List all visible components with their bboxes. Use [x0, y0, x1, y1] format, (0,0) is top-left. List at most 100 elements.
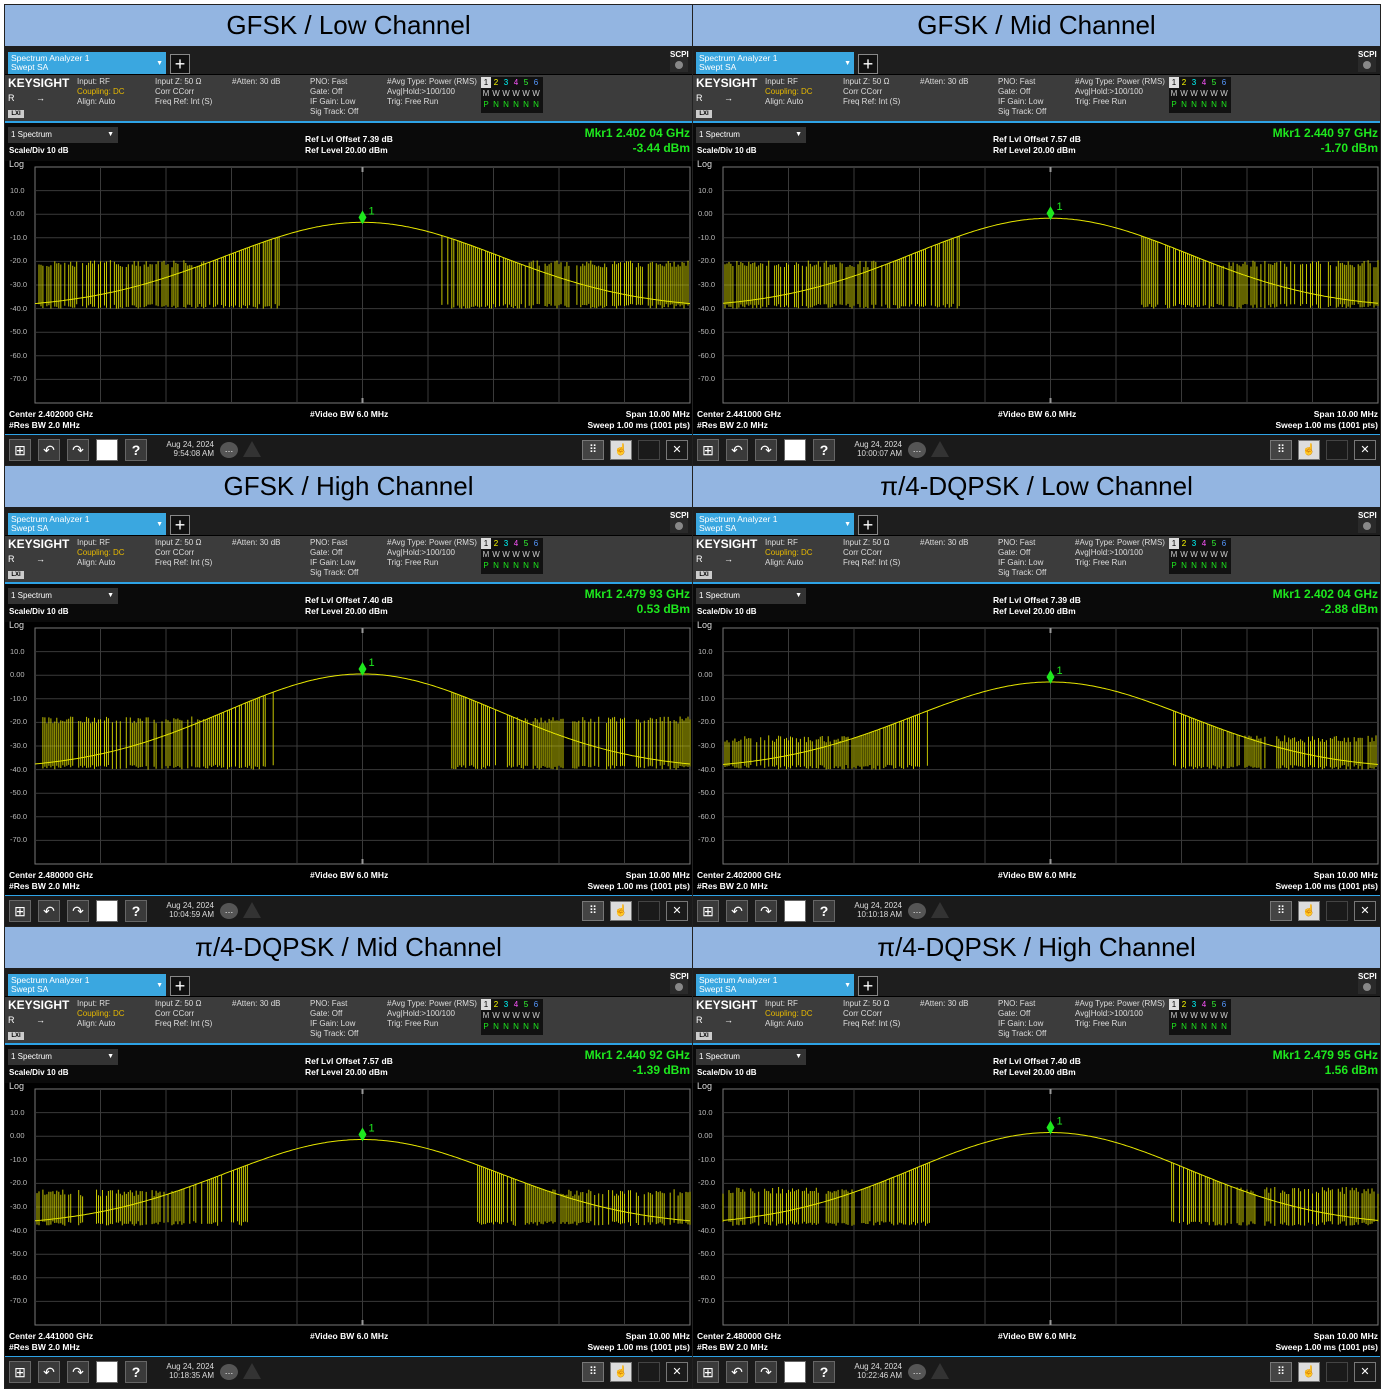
help-icon[interactable]: ? — [813, 1361, 835, 1383]
marker-readout[interactable]: Mkr1 2.479 93 GHz 0.53 dBm — [585, 587, 690, 617]
redo-icon[interactable]: ↷ — [67, 439, 89, 461]
tab-spectrum-analyzer[interactable]: Spectrum Analyzer 1 Swept SA ▼ — [8, 52, 166, 74]
folder-icon[interactable] — [784, 1361, 806, 1383]
windows-icon[interactable]: ⊞ — [697, 900, 719, 922]
add-screen-button[interactable]: + — [170, 515, 190, 535]
chat-bubble-icon[interactable]: … — [220, 903, 238, 919]
chevron-down-icon[interactable]: ▼ — [156, 521, 163, 528]
help-icon[interactable]: ? — [125, 1361, 147, 1383]
window-layout-icon[interactable] — [1326, 1362, 1348, 1382]
add-screen-button[interactable]: + — [858, 976, 878, 996]
marker-diamond[interactable] — [1046, 1120, 1055, 1135]
spectrum-window-button[interactable]: 1 Spectrum ▼ — [8, 588, 118, 604]
spectrum-graticule-svg[interactable]: 1 — [5, 161, 692, 406]
spectrum-graticule-svg[interactable]: 1 — [693, 1083, 1380, 1328]
fullscreen-icon[interactable]: ✕ — [666, 901, 688, 921]
touch-icon[interactable]: ☝ — [1298, 901, 1320, 921]
undo-icon[interactable]: ↶ — [38, 900, 60, 922]
tab-spectrum-analyzer[interactable]: Spectrum Analyzer 1 Swept SA ▼ — [696, 52, 854, 74]
help-icon[interactable]: ? — [125, 439, 147, 461]
marker-readout[interactable]: Mkr1 2.440 92 GHz -1.39 dBm — [585, 1048, 690, 1078]
marker-readout[interactable]: Mkr1 2.440 97 GHz -1.70 dBm — [1273, 126, 1378, 156]
redo-icon[interactable]: ↷ — [755, 1361, 777, 1383]
marker-diamond[interactable] — [358, 661, 367, 676]
add-screen-button[interactable]: + — [858, 515, 878, 535]
scpi-indicator[interactable]: SCPI — [670, 972, 689, 994]
spectrum-graticule-svg[interactable]: 1 — [5, 1083, 692, 1328]
spectrum-window-button[interactable]: 1 Spectrum ▼ — [696, 588, 806, 604]
spectrum-plot[interactable]: 1 Log 10.0 0.00 -10.0 -20.0 -30.0 -40.0 -50.0 -… — [693, 159, 1380, 406]
add-screen-button[interactable]: + — [858, 54, 878, 74]
scpi-indicator[interactable]: SCPI — [1358, 511, 1377, 533]
folder-icon[interactable] — [784, 439, 806, 461]
scpi-indicator[interactable]: SCPI — [1358, 972, 1377, 994]
settings-bar[interactable]: KEYSIGHT R → LXI Input: RF Coupling: DC … — [693, 997, 1380, 1045]
help-icon[interactable]: ? — [813, 900, 835, 922]
touch-icon[interactable]: ☝ — [610, 1362, 632, 1382]
windows-icon[interactable]: ⊞ — [697, 439, 719, 461]
spectrum-plot[interactable]: 1 Log 10.0 0.00 -10.0 -20.0 -30.0 -40.0 -50.0 -… — [5, 1081, 692, 1328]
marker-diamond[interactable] — [358, 210, 367, 225]
marker-readout[interactable]: Mkr1 2.402 04 GHz -3.44 dBm — [585, 126, 690, 156]
window-layout-icon[interactable] — [638, 901, 660, 921]
windows-icon[interactable]: ⊞ — [9, 1361, 31, 1383]
help-icon[interactable]: ? — [125, 900, 147, 922]
marker-readout[interactable]: Mkr1 2.402 04 GHz -2.88 dBm — [1273, 587, 1378, 617]
settings-bar[interactable]: KEYSIGHT R → LXI Input: RF Coupling: DC … — [5, 997, 692, 1045]
folder-icon[interactable] — [96, 1361, 118, 1383]
spectrum-plot[interactable]: 1 Log 10.0 0.00 -10.0 -20.0 -30.0 -40.0 -50.0 -… — [693, 620, 1380, 867]
fullscreen-icon[interactable]: ✕ — [1354, 901, 1376, 921]
redo-icon[interactable]: ↷ — [67, 1361, 89, 1383]
marker-diamond[interactable] — [358, 1127, 367, 1142]
chat-bubble-icon[interactable]: … — [908, 1364, 926, 1380]
marker-diamond[interactable] — [1046, 669, 1055, 684]
help-icon[interactable]: ? — [813, 439, 835, 461]
window-layout-icon[interactable] — [1326, 901, 1348, 921]
touch-icon[interactable]: ☝ — [610, 440, 632, 460]
windows-icon[interactable]: ⊞ — [9, 900, 31, 922]
redo-icon[interactable]: ↷ — [755, 900, 777, 922]
chevron-down-icon[interactable]: ▼ — [156, 60, 163, 67]
chat-bubble-icon[interactable]: … — [220, 1364, 238, 1380]
folder-icon[interactable] — [784, 900, 806, 922]
keypad-icon[interactable]: ⠿ — [1270, 440, 1292, 460]
fullscreen-icon[interactable]: ✕ — [666, 1362, 688, 1382]
tab-spectrum-analyzer[interactable]: Spectrum Analyzer 1 Swept SA ▼ — [8, 513, 166, 535]
settings-bar[interactable]: KEYSIGHT R → LXI Input: RF Coupling: DC … — [5, 536, 692, 584]
touch-icon[interactable]: ☝ — [1298, 440, 1320, 460]
spectrum-graticule-svg[interactable]: 1 — [5, 622, 692, 867]
add-screen-button[interactable]: + — [170, 976, 190, 996]
chat-bubble-icon[interactable]: … — [908, 903, 926, 919]
marker-diamond[interactable] — [1046, 206, 1055, 221]
spectrum-plot[interactable]: 1 Log 10.0 0.00 -10.0 -20.0 -30.0 -40.0 -50.0 -… — [693, 1081, 1380, 1328]
redo-icon[interactable]: ↷ — [755, 439, 777, 461]
scpi-indicator[interactable]: SCPI — [670, 511, 689, 533]
settings-bar[interactable]: KEYSIGHT R → LXI Input: RF Coupling: DC … — [693, 75, 1380, 123]
add-screen-button[interactable]: + — [170, 54, 190, 74]
scpi-indicator[interactable]: SCPI — [1358, 50, 1377, 72]
undo-icon[interactable]: ↶ — [38, 1361, 60, 1383]
chevron-down-icon[interactable]: ▼ — [844, 60, 851, 67]
folder-icon[interactable] — [96, 900, 118, 922]
spectrum-graticule-svg[interactable]: 1 — [693, 622, 1380, 867]
undo-icon[interactable]: ↶ — [38, 439, 60, 461]
settings-bar[interactable]: KEYSIGHT R → LXI Input: RF Coupling: DC … — [693, 536, 1380, 584]
redo-icon[interactable]: ↷ — [67, 900, 89, 922]
window-layout-icon[interactable] — [1326, 440, 1348, 460]
keypad-icon[interactable]: ⠿ — [1270, 901, 1292, 921]
undo-icon[interactable]: ↶ — [726, 1361, 748, 1383]
keypad-icon[interactable]: ⠿ — [582, 901, 604, 921]
spectrum-window-button[interactable]: 1 Spectrum ▼ — [696, 1049, 806, 1065]
touch-icon[interactable]: ☝ — [1298, 1362, 1320, 1382]
tab-spectrum-analyzer[interactable]: Spectrum Analyzer 1 Swept SA ▼ — [696, 513, 854, 535]
chat-bubble-icon[interactable]: … — [908, 442, 926, 458]
chevron-down-icon[interactable]: ▼ — [844, 521, 851, 528]
settings-bar[interactable]: KEYSIGHT R → LXI Input: RF Coupling: DC … — [5, 75, 692, 123]
chat-bubble-icon[interactable]: … — [220, 442, 238, 458]
window-layout-icon[interactable] — [638, 440, 660, 460]
windows-icon[interactable]: ⊞ — [697, 1361, 719, 1383]
keypad-icon[interactable]: ⠿ — [1270, 1362, 1292, 1382]
